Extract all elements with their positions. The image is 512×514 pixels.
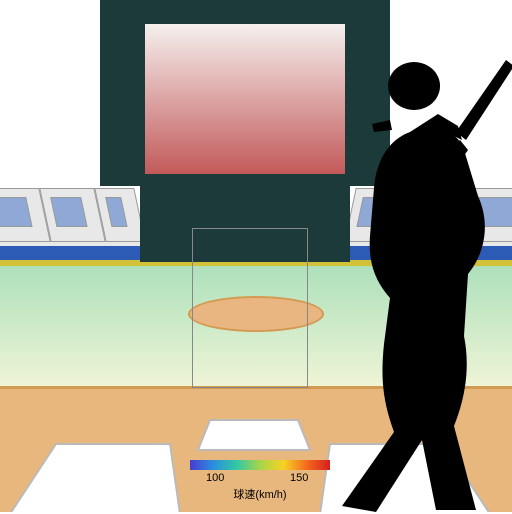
velocity-legend-bar	[190, 460, 330, 470]
strike-zone	[192, 228, 308, 388]
pitch-location-diagram: 100 150 球速(km/h)	[0, 0, 512, 512]
batter-silhouette	[318, 54, 512, 514]
legend-tick: 150	[290, 472, 308, 484]
batter-box	[10, 444, 180, 512]
velocity-legend-label: 球速(km/h)	[233, 486, 286, 502]
legend-tick: 100	[206, 472, 224, 484]
home-plate	[198, 420, 310, 450]
